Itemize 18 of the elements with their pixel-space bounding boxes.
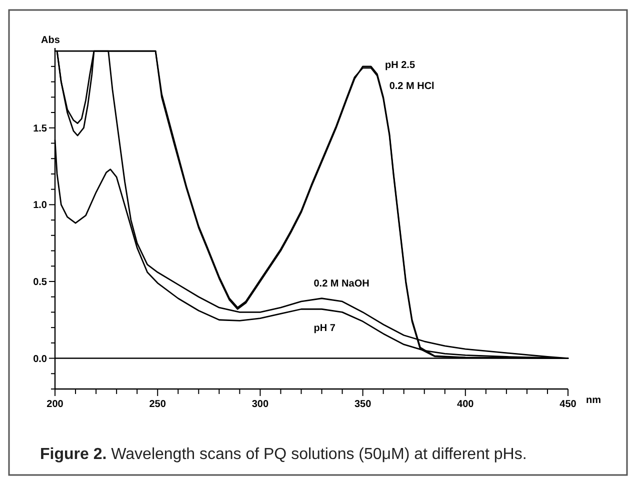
y-tick-label: 0.5 xyxy=(33,276,48,288)
y-axis-title: Abs xyxy=(41,35,60,46)
x-tick-label: 300 xyxy=(252,399,269,410)
y-tick-label: 1.5 xyxy=(33,123,48,134)
annotation: pH 7 xyxy=(314,323,336,334)
x-tick-label: 350 xyxy=(354,399,372,410)
x-tick-label: 200 xyxy=(46,399,64,410)
x-axis-title: nm xyxy=(586,395,602,406)
annotation: 0.2 M NaOH xyxy=(314,278,370,290)
y-tick-label: 0.0 xyxy=(33,354,48,365)
annotation: pH 2.5 xyxy=(385,60,416,71)
text: Wavelength scans of PQ solutions (50μM) at different pHs. xyxy=(106,446,527,463)
x-tick-label: 250 xyxy=(149,399,166,410)
annotation: 0.2 M HCl xyxy=(389,81,435,92)
x-tick-label: 400 xyxy=(457,399,474,410)
caption: Figure 2. xyxy=(40,446,107,463)
y-tick-label: 1.0 xyxy=(33,200,48,212)
x-tick-label: 450 xyxy=(560,399,577,410)
